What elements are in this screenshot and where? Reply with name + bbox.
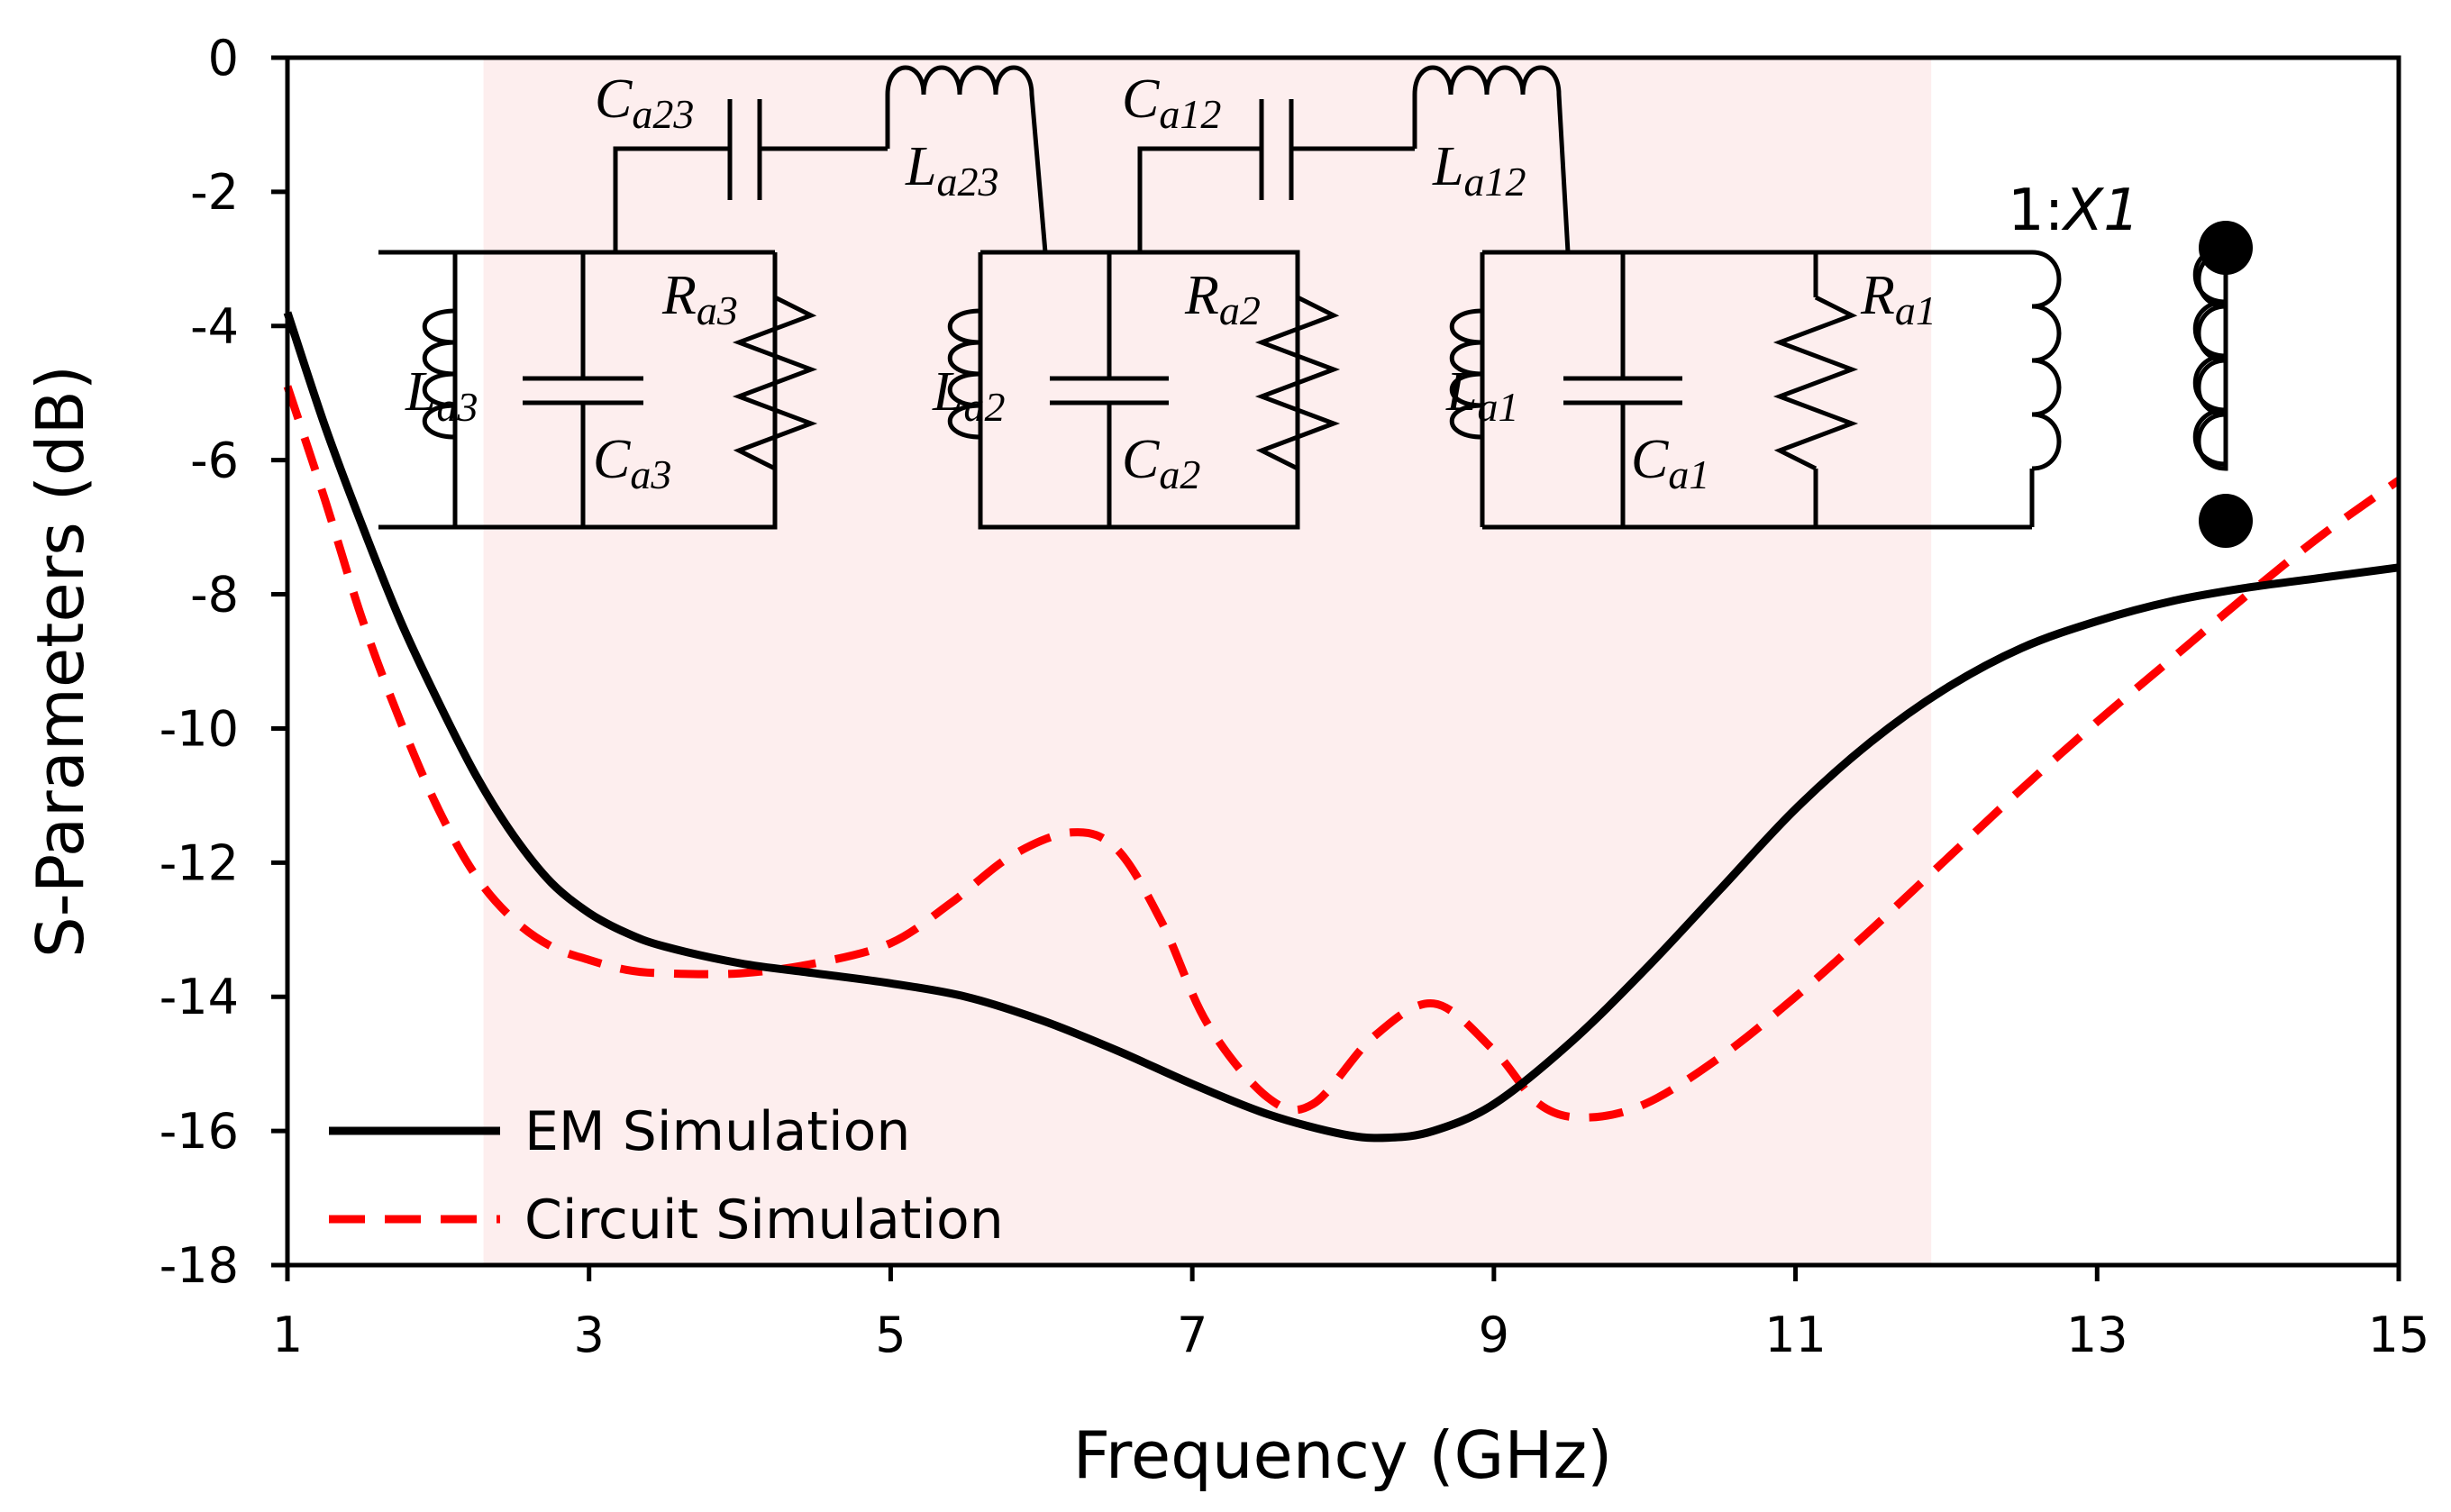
x-tick-label: 11 [1764, 1307, 1827, 1363]
label-ca2: Ca2 [1122, 429, 1200, 497]
series-line-em-simulation [283, 311, 2400, 1143]
y-tick-label: -8 [190, 567, 239, 624]
inductor-la2-symbol [947, 308, 981, 440]
y-tick-label: -6 [190, 433, 239, 489]
label-ca1: Ca1 [1631, 429, 1709, 497]
y-tick-label: -12 [159, 834, 239, 891]
legend-label-circuit-simulation: Circuit Simulation [524, 1189, 1004, 1252]
x-axis-label: Frequency (GHz) [1073, 1417, 1613, 1493]
y-tick-label: -10 [159, 700, 239, 757]
y-tick-label: -14 [159, 969, 239, 1025]
y-tick-labels: 0 -2 -4 -6 -8 -10 -12 -14 -16 -18 [159, 30, 239, 1294]
y-tick-label: -18 [159, 1237, 239, 1294]
axis-ticks [271, 55, 2401, 1281]
label-ra1: Ra1 [1860, 265, 1936, 333]
resistor-ra2-symbol [1254, 295, 1341, 471]
label-la3: La3 [405, 361, 478, 430]
inductor-la1-symbol [1449, 308, 1483, 440]
resonator-stage-3 [378, 250, 818, 530]
label-la2: La2 [932, 361, 1005, 430]
label-ra2: Ra2 [1184, 265, 1261, 333]
resistor-ra3-symbol [732, 295, 818, 471]
x-tick-label: 13 [2066, 1307, 2128, 1363]
shaded-band [483, 58, 1932, 1265]
y-tick-label: -2 [190, 164, 239, 221]
label-ca12: Ca12 [1122, 68, 1221, 137]
coupling-branch-12 [1137, 65, 1571, 253]
y-axis-label: S-Parameters (dB) [23, 365, 98, 958]
x-tick-label: 1 [272, 1307, 303, 1363]
transformer-secondary [2192, 221, 2253, 548]
inductor-la3-symbol [422, 308, 456, 440]
resistor-ra1-symbol [1772, 295, 1859, 471]
label-transformer-ratio: 1:X1 [2008, 178, 2140, 244]
x-tick-label: 5 [875, 1307, 906, 1363]
x-tick-label: 15 [2368, 1307, 2430, 1363]
x-tick-labels: 1 3 5 7 9 11 13 15 [272, 1307, 2430, 1363]
x-tick-label: 9 [1479, 1307, 1509, 1363]
coupling-branch-23 [613, 65, 1048, 253]
y-tick-label: -16 [159, 1103, 239, 1160]
resonator-stage-1 [1449, 250, 2062, 530]
inductor-la23-symbol [885, 65, 1048, 253]
label-ca3: Ca3 [593, 429, 671, 497]
legend: EM Simulation Circuit Simulation [329, 1100, 1004, 1252]
label-ra3: Ra3 [661, 265, 738, 333]
transformer-primary-symbol [2031, 250, 2062, 471]
x-tick-label: 3 [574, 1307, 605, 1363]
circuit-inset-diagram: Ca23 La23 Ca12 La12 Ra3 La3 Ca3 Ra2 La2 … [378, 65, 2253, 548]
label-la23: La23 [905, 136, 998, 205]
resonator-stage-2 [947, 250, 1341, 530]
x-tick-label: 7 [1177, 1307, 1207, 1363]
port-terminal-top [2199, 221, 2253, 275]
plot-frame [285, 55, 2401, 1268]
y-tick-label: -4 [190, 298, 239, 355]
label-ca23: Ca23 [595, 68, 694, 137]
port-terminal-bottom [2199, 494, 2253, 548]
label-la1: La1 [1445, 361, 1518, 430]
inductor-la12-symbol [1412, 65, 1571, 253]
legend-label-em-simulation: EM Simulation [524, 1100, 910, 1163]
series-line-circuit-simulation [283, 385, 2401, 1122]
label-la12: La12 [1432, 136, 1526, 205]
y-tick-label: 0 [208, 30, 239, 87]
